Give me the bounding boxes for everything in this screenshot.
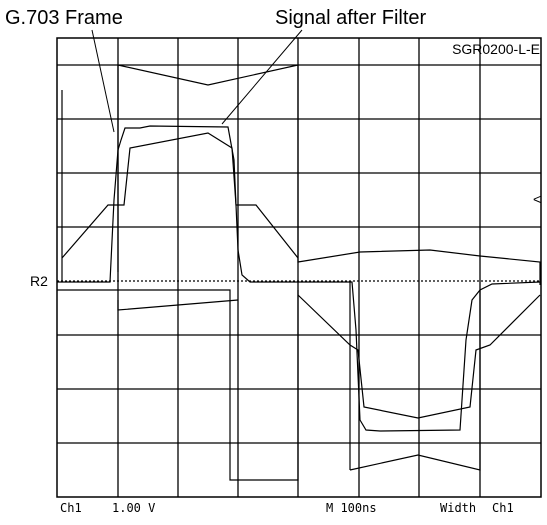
trigger-readout: Width xyxy=(440,501,476,515)
graticule xyxy=(57,38,541,497)
frame-label: G.703 Frame xyxy=(5,7,123,29)
timebase-readout: M 100ns xyxy=(326,501,377,515)
channel-readout: Ch1 xyxy=(60,501,82,515)
pointer xyxy=(92,30,114,132)
reference-marker: R2 xyxy=(30,273,48,289)
filter-label: Signal after Filter xyxy=(275,7,427,29)
scale-readout: 1.00 V xyxy=(112,501,155,515)
scope-screenshot: G.703 Frame Signal after Filter SGR0200-… xyxy=(0,0,547,520)
pointer xyxy=(222,30,302,124)
figure-code: SGR0200-L-E xyxy=(452,41,540,57)
level-marker: < xyxy=(533,191,541,207)
trigger-source-readout: Ch1 xyxy=(492,501,514,515)
